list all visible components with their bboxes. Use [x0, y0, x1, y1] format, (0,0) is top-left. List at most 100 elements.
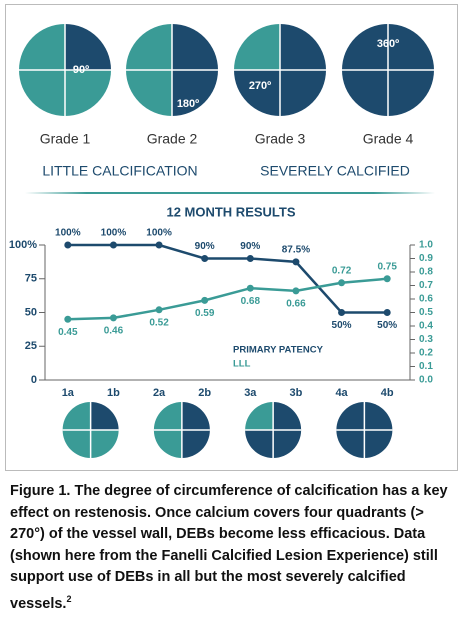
grade-circle-quadrant	[342, 70, 388, 116]
point	[292, 287, 300, 295]
point	[338, 309, 346, 316]
legend-label: PRIMARY PATENCY	[233, 345, 324, 356]
value-label: 100%	[146, 228, 172, 239]
y-tick-label: 75	[25, 273, 37, 285]
x-tick-label: 4b	[381, 387, 394, 399]
value-label: 0.75	[377, 261, 397, 272]
point	[338, 279, 346, 287]
grade-label: Grade 2	[147, 131, 198, 147]
figure-border	[5, 4, 458, 471]
point	[246, 255, 254, 262]
scale-right: SEVERELY CALCIFIED	[260, 163, 410, 179]
grade-circle-quadrant	[65, 24, 111, 70]
grade-degrees: 180º	[177, 98, 199, 110]
y2-tick-label: 0.1	[419, 361, 433, 372]
series-line	[67, 243, 388, 314]
value-label: 0.52	[149, 317, 169, 328]
y2-tick-label: 0.5	[419, 307, 433, 318]
value-label: 0.72	[332, 265, 352, 276]
small-circle-quadrant	[153, 430, 182, 458]
caption: Figure 1. The degree of circumference of…	[10, 481, 456, 615]
grade-degrees: 90º	[73, 64, 89, 76]
x-tick-label: 2b	[198, 387, 211, 399]
small-circle-quadrant	[273, 430, 302, 458]
grade-degrees: 270º	[249, 80, 271, 92]
small-circle-quadrant	[245, 402, 274, 430]
y2-tick-label: 0.7	[419, 280, 433, 291]
grade-label: Grade 4	[363, 131, 414, 147]
point	[201, 255, 209, 262]
grade-circle-quadrant	[19, 24, 65, 70]
grade-degrees: 360º	[377, 38, 399, 50]
y2-tick-label: 0.4	[419, 321, 433, 332]
small-circle-quadrant	[336, 402, 365, 430]
series-line	[67, 277, 388, 321]
grade-circle-quadrant	[234, 70, 280, 116]
grade-circle-quadrant	[388, 24, 434, 70]
value-label: 90%	[195, 241, 215, 252]
grade-circle-quadrant	[172, 70, 218, 116]
x-tick-label: 4a	[335, 387, 348, 399]
figure: LITTLE CALCIFICATION SEVERELY CALCIFIED …	[5, 4, 458, 471]
grade-circle-quadrant	[234, 24, 280, 70]
caption-text: Figure 1. The degree of circumference of…	[10, 483, 448, 612]
grade-circle-quadrant	[342, 24, 388, 70]
point	[109, 241, 117, 249]
grade-circle-quadrant	[280, 70, 326, 116]
chart-title: 12 MONTH RESULTS	[166, 204, 295, 219]
value-label: 0.68	[241, 296, 261, 307]
value-label: 50%	[377, 320, 397, 331]
point	[292, 258, 300, 266]
x-tick-label: 3a	[244, 387, 257, 399]
x-tick-label: 1b	[107, 387, 120, 399]
small-circle-quadrant	[364, 430, 393, 458]
scale-left: LITTLE CALCIFICATION	[42, 163, 197, 179]
value-label: 100%	[101, 228, 127, 239]
point	[109, 314, 117, 322]
value-label: 0.46	[104, 326, 124, 337]
y2-tick-label: 0.6	[419, 294, 433, 305]
small-circle-quadrant	[62, 430, 91, 458]
y2-tick-label: 0.2	[419, 348, 433, 359]
y-tick-label: 50	[25, 306, 37, 318]
divider	[25, 192, 435, 194]
x-tick-label: 3b	[290, 387, 303, 399]
small-circle-quadrant	[181, 430, 210, 458]
value-label: 87.5%	[282, 245, 310, 256]
value-label: 50%	[332, 320, 352, 331]
y-tick-label: 25	[25, 340, 37, 352]
grade-label: Grade 3	[255, 131, 306, 147]
grade-circle-quadrant	[172, 24, 218, 70]
small-circle-quadrant	[245, 430, 274, 458]
y2-tick-label: 0.3	[419, 334, 433, 345]
point	[383, 275, 391, 283]
small-circle-quadrant	[336, 430, 365, 458]
grade-circle-quadrant	[65, 70, 111, 116]
y2-tick-label: 1.0	[419, 240, 433, 251]
small-circle-quadrant	[181, 402, 210, 430]
grade-circle-quadrant	[280, 24, 326, 70]
grade-circle-quadrant	[126, 70, 172, 116]
y-tick-label: 0	[31, 374, 37, 386]
grade-circle-quadrant	[126, 24, 172, 70]
point	[64, 241, 72, 249]
grade-circle-quadrant	[388, 70, 434, 116]
point	[201, 296, 209, 304]
y2-tick-label: 0.9	[419, 253, 433, 264]
grade-circle-quadrant	[19, 70, 65, 116]
caption-ref: 2	[66, 593, 72, 604]
small-circle-quadrant	[273, 402, 302, 430]
small-circle-quadrant	[364, 402, 393, 430]
small-circle-quadrant	[90, 430, 119, 458]
x-tick-label: 1a	[62, 387, 75, 399]
value-label: 0.45	[58, 327, 78, 338]
point	[383, 309, 391, 316]
small-circle-quadrant	[90, 402, 119, 430]
small-circle-quadrant	[62, 402, 91, 430]
value-label: 0.59	[195, 308, 215, 319]
legend-label: LLL	[233, 359, 251, 370]
point	[155, 306, 163, 314]
point	[155, 241, 163, 249]
y2-tick-label: 0.0	[419, 375, 433, 386]
